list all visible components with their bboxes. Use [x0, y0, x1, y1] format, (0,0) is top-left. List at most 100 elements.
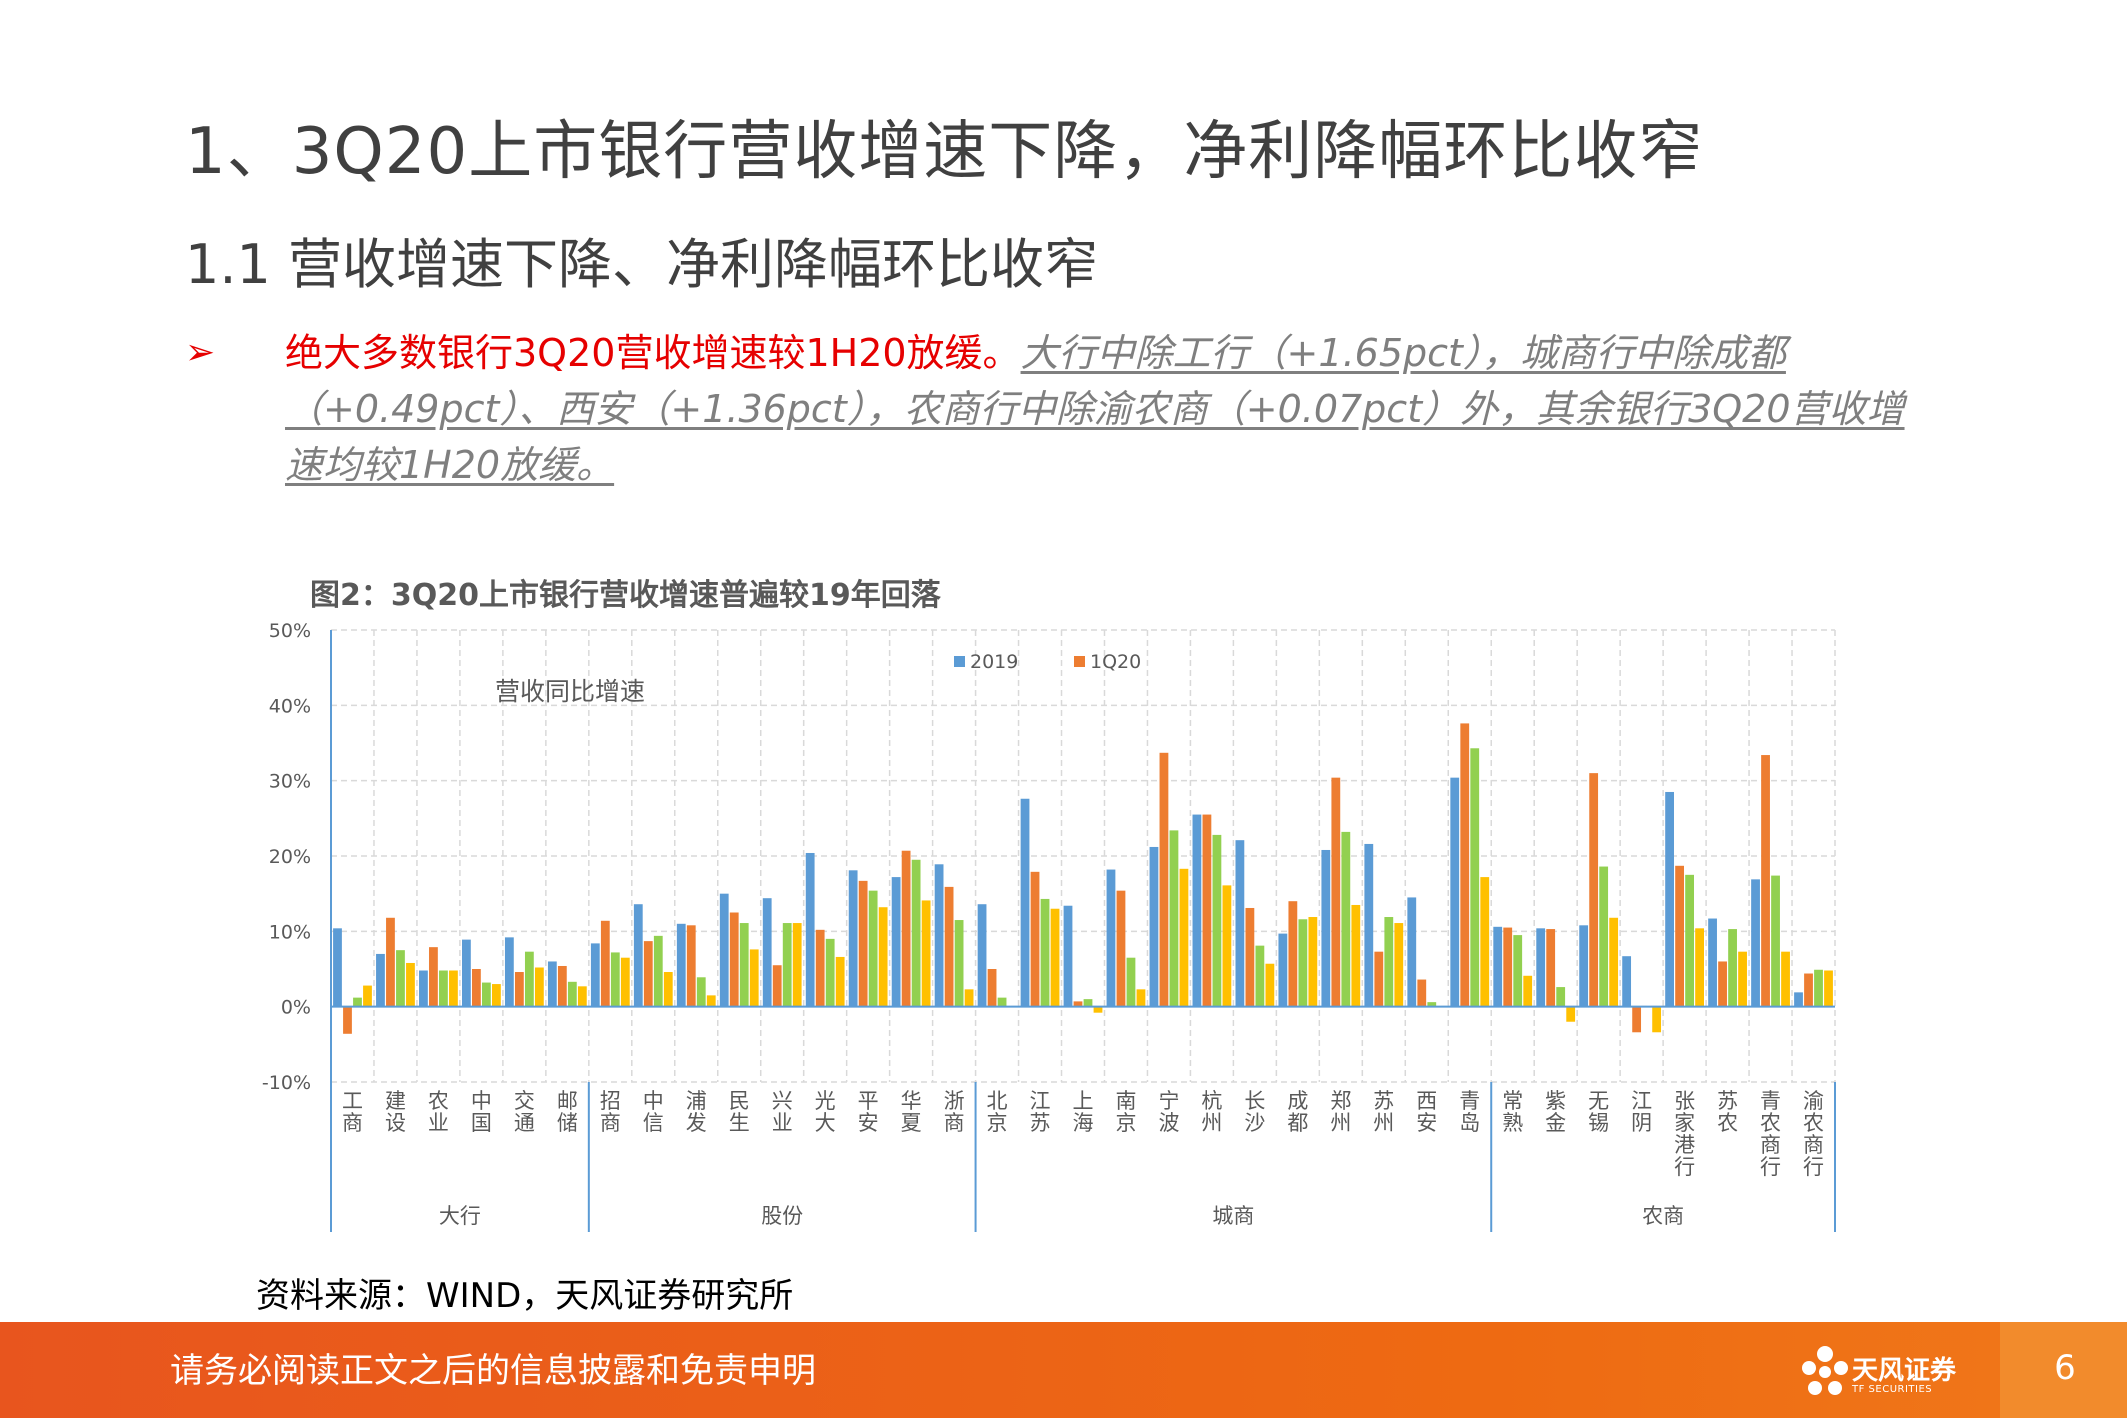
slide-title: 1、3Q20上市银行营收增速下降，净利降幅环比收窄 — [185, 115, 1704, 189]
category-label: 浦发 — [686, 1089, 707, 1135]
category-label: 平安 — [858, 1089, 879, 1135]
category-label: 交通 — [514, 1089, 535, 1135]
category-label: 民生 — [729, 1089, 750, 1135]
category-label: 苏农 — [1717, 1089, 1738, 1135]
bar-series2 — [696, 977, 706, 1007]
bar-series3 — [1523, 975, 1533, 1007]
bar-2019 — [891, 877, 901, 1007]
bar-series2 — [653, 935, 663, 1007]
bar-series3 — [1265, 963, 1275, 1007]
bar-2019 — [1794, 992, 1803, 1007]
bar-series3 — [749, 949, 759, 1007]
page-number-box — [2000, 1322, 2127, 1418]
bar-series2 — [1470, 748, 1480, 1007]
logo-name: 天风证券 — [1852, 1356, 1957, 1386]
bar-series3 — [1136, 989, 1146, 1007]
bar-1Q20 — [772, 965, 782, 1007]
bar-series2 — [524, 951, 534, 1007]
bar-series3 — [1222, 885, 1232, 1007]
category-label: 光大 — [815, 1089, 836, 1135]
bar-series2 — [353, 997, 362, 1007]
bar-2019 — [934, 864, 944, 1007]
bullet-arrow-icon: ➢ — [185, 332, 216, 373]
bar-series2 — [868, 890, 878, 1007]
bar-2019 — [1321, 849, 1331, 1007]
bullet-highlight: 绝大多数银行3Q20营收增速较1H20放缓。 — [285, 331, 1021, 375]
bar-1Q20 — [1503, 927, 1513, 1007]
bar-series3 — [1308, 917, 1318, 1007]
bar-series3 — [1093, 1006, 1103, 1013]
bar-series2 — [1212, 834, 1222, 1007]
bar-1Q20 — [1288, 901, 1298, 1007]
bar-series3 — [406, 962, 415, 1007]
bar-2019 — [419, 970, 428, 1007]
bar-1Q20 — [343, 1006, 352, 1034]
category-label: 招商 — [600, 1089, 621, 1135]
bar-series2 — [1599, 866, 1609, 1007]
bar-2019 — [1020, 798, 1030, 1007]
bar-series2 — [1341, 831, 1351, 1007]
bar-series2 — [1126, 957, 1136, 1007]
bar-series3 — [1738, 951, 1747, 1007]
bar-2019 — [1364, 843, 1374, 1007]
bar-series3 — [1351, 904, 1361, 1007]
bar-2019 — [1622, 956, 1632, 1007]
legend-swatch — [954, 656, 965, 667]
bar-series3 — [1179, 868, 1189, 1007]
slide-subtitle: 1.1 营收增速下降、净利降幅环比收窄 — [185, 233, 1099, 296]
bar-series3 — [792, 923, 802, 1007]
bar-series3 — [835, 956, 845, 1007]
bar-1Q20 — [1718, 961, 1727, 1007]
chart-gridlines — [330, 629, 1836, 1083]
source-note: 资料来源：WIND，天风证券研究所 — [256, 1276, 794, 1316]
bar-2019 — [462, 939, 471, 1007]
bar-2019 — [1450, 777, 1460, 1007]
bar-2019 — [1579, 925, 1589, 1007]
bar-series3 — [449, 970, 458, 1007]
bar-series2 — [1040, 898, 1050, 1007]
bar-series3 — [620, 957, 630, 1007]
category-label: 渝农商行 — [1803, 1089, 1824, 1179]
bar-series2 — [396, 950, 405, 1007]
category-label: 中信 — [643, 1089, 664, 1135]
bar-1Q20 — [1675, 865, 1684, 1007]
category-label: 宁波 — [1158, 1089, 1179, 1135]
bar-series3 — [1050, 908, 1060, 1007]
bar-series2 — [1814, 969, 1823, 1007]
bar-series2 — [1255, 945, 1265, 1007]
bar-series3 — [577, 986, 587, 1007]
category-label: 紫金 — [1545, 1089, 1566, 1135]
bar-series2 — [1083, 999, 1093, 1007]
bar-2019 — [1063, 905, 1073, 1007]
y-tick-label: 50% — [269, 620, 311, 642]
category-label: 青岛 — [1459, 1089, 1480, 1135]
bar-series3 — [921, 900, 931, 1007]
bar-2019 — [1278, 933, 1288, 1007]
category-label: 江苏 — [1030, 1089, 1051, 1135]
bar-1Q20 — [600, 920, 610, 1007]
category-label: 中国 — [471, 1089, 492, 1135]
bar-series3 — [1394, 923, 1404, 1007]
bar-1Q20 — [472, 969, 481, 1007]
bar-series3 — [534, 967, 544, 1007]
bar-series2 — [1556, 987, 1566, 1007]
y-tick-label: 30% — [269, 771, 311, 793]
bar-1Q20 — [1245, 907, 1255, 1007]
bar-series2 — [1169, 830, 1179, 1007]
category-label: 西安 — [1416, 1089, 1437, 1135]
y-tick-label: 40% — [269, 695, 311, 717]
bar-2019 — [376, 953, 385, 1007]
category-label: 常熟 — [1502, 1089, 1523, 1135]
chart-title: 图2：3Q20上市银行营收增速普遍较19年回落 — [310, 578, 941, 613]
bar-series2 — [739, 923, 749, 1007]
bar-series2 — [825, 938, 835, 1007]
bar-series3 — [492, 984, 501, 1007]
legend-label: 1Q20 — [1090, 651, 1141, 673]
bar-1Q20 — [1589, 773, 1599, 1007]
bar-1Q20 — [1374, 951, 1384, 1007]
bar-series2 — [1771, 875, 1780, 1007]
bullet-detail: 大行中除工行（+1.65pct），城商行中除成都（+0.49pct）、西安（+1… — [285, 331, 1905, 487]
bar-2019 — [1149, 846, 1159, 1007]
bar-2019 — [676, 923, 686, 1007]
bar-2019 — [1665, 791, 1674, 1007]
